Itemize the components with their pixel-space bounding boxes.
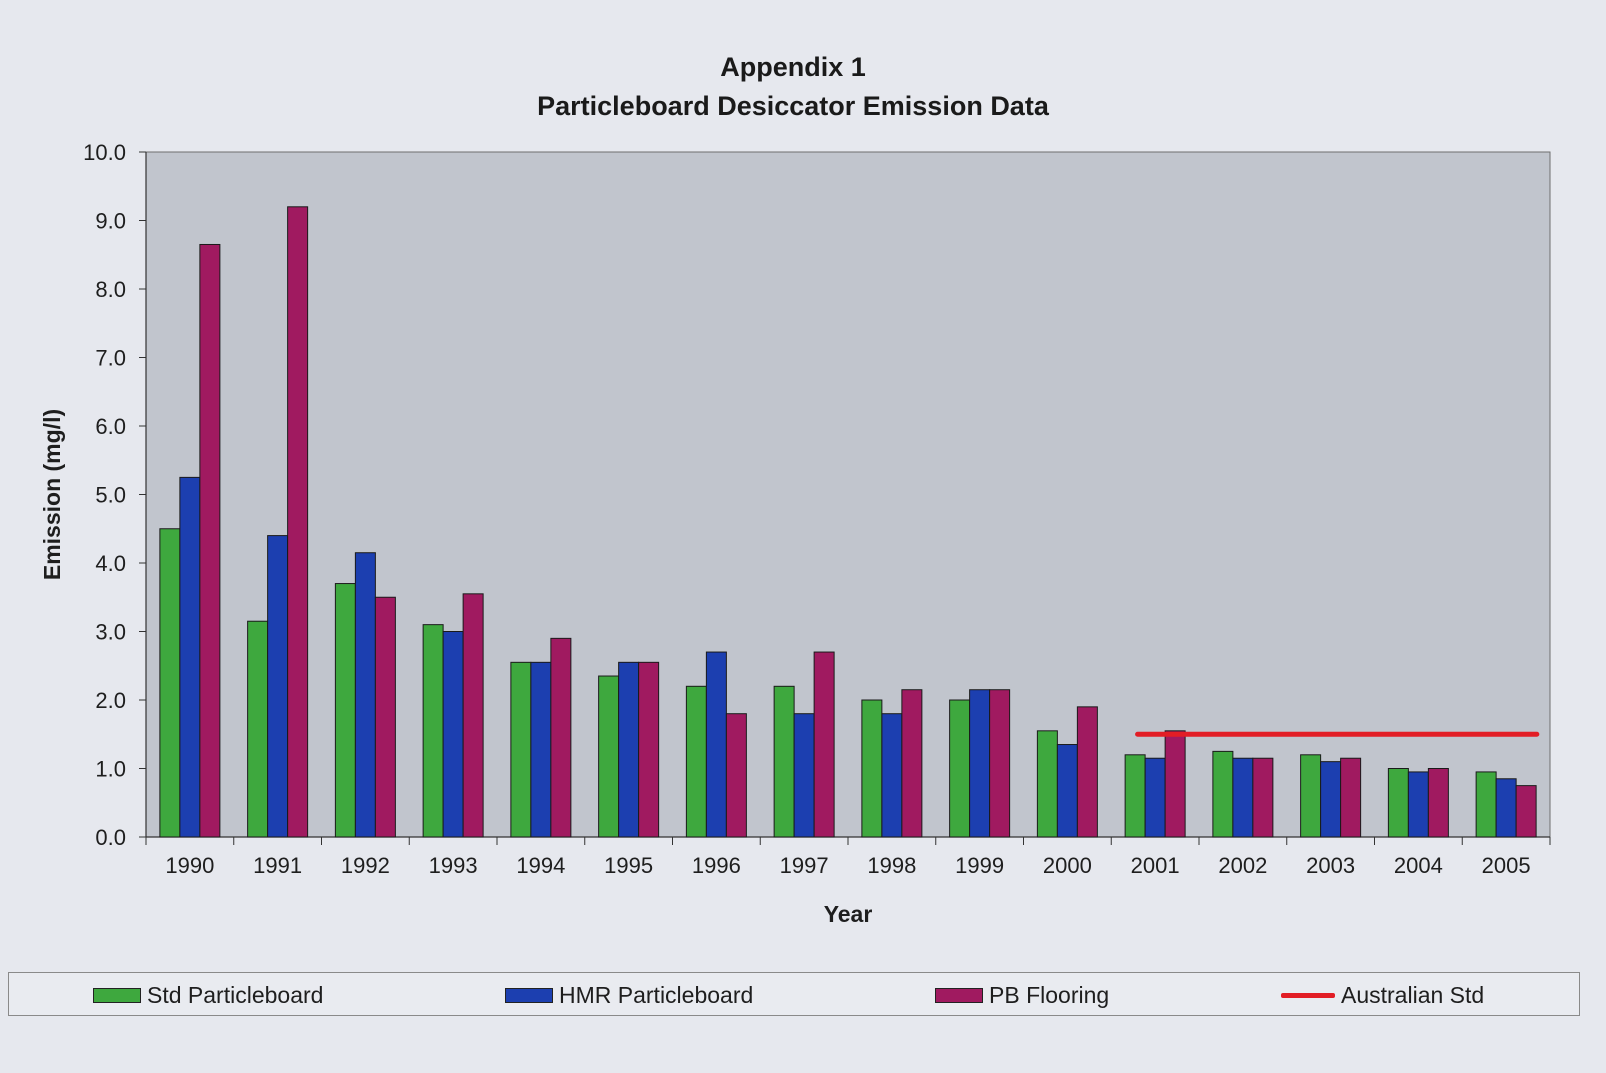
y-tick-label: 1.0 [95,757,126,782]
legend-swatch-pb-flooring [935,987,983,1003]
bar-std-particleboard-1990 [159,528,181,838]
bar-std-particleboard-2002 [1212,750,1234,838]
bar-hmr-particleboard-2002 [1232,757,1254,838]
chart-title: Appendix 1 [720,52,866,82]
legend: Std Particleboard HMR Particleboard PB F… [8,972,1580,1016]
bar-std-particleboard-2000 [1036,730,1058,838]
y-tick-label: 0.0 [95,825,126,850]
y-tick-label: 9.0 [95,209,126,234]
y-tick-label: 7.0 [95,346,126,371]
legend-line-australian-std [1281,992,1335,998]
legend-label-std-particleboard: Std Particleboard [147,981,324,1008]
y-tick-label: 5.0 [95,483,126,508]
bar-std-particleboard-2004 [1387,768,1409,838]
bar-hmr-particleboard-1994 [530,661,552,838]
bar-hmr-particleboard-1991 [267,535,289,838]
x-axis-title: Year [824,901,873,927]
bar-std-particleboard-2001 [1124,754,1146,838]
x-tick-label: 2004 [1394,853,1443,878]
bar-hmr-particleboard-1999 [969,689,991,838]
bar-hmr-particleboard-2001 [1144,757,1166,838]
bar-hmr-particleboard-1995 [618,661,640,838]
legend-item-pb-flooring: PB Flooring [935,982,1109,1008]
bar-pb-flooring-1995 [638,661,660,838]
bar-std-particleboard-1997 [773,685,795,838]
bar-hmr-particleboard-2005 [1495,778,1517,838]
bar-pb-flooring-1992 [374,596,396,838]
x-tick-label: 1995 [604,853,653,878]
x-tick-label: 1991 [253,853,302,878]
x-tick-label: 1999 [955,853,1004,878]
x-tick-label: 2003 [1306,853,1355,878]
bar-hmr-particleboard-1997 [793,713,815,838]
y-tick-label: 3.0 [95,620,126,645]
bar-hmr-particleboard-2000 [1056,744,1078,838]
y-tick-label: 8.0 [95,277,126,302]
bar-std-particleboard-1992 [334,583,356,838]
bar-pb-flooring-2001 [1164,730,1186,838]
legend-item-std-particleboard: Std Particleboard [93,982,323,1008]
legend-item-hmr-particleboard: HMR Particleboard [505,982,753,1008]
bar-std-particleboard-1998 [861,699,883,838]
legend-swatch-hmr-particleboard [505,987,553,1003]
bar-std-particleboard-1994 [510,661,532,838]
bar-hmr-particleboard-1998 [881,713,903,838]
y-tick-label: 4.0 [95,551,126,576]
x-tick-label: 1996 [692,853,741,878]
bar-std-particleboard-2003 [1300,754,1322,838]
legend-label-australian-std: Australian Std [1341,981,1485,1008]
bar-pb-flooring-2000 [1076,706,1098,838]
bar-pb-flooring-1991 [287,206,309,838]
bar-pb-flooring-1993 [462,593,484,838]
x-tick-label: 2000 [1043,853,1092,878]
bar-pb-flooring-2005 [1515,785,1537,838]
x-tick-label: 2001 [1131,853,1180,878]
y-tick-label: 2.0 [95,688,126,713]
bar-hmr-particleboard-1992 [354,552,376,838]
bar-hmr-particleboard-1993 [442,631,464,838]
bar-hmr-particleboard-1996 [705,651,727,838]
legend-item-australian-std: Australian Std [1281,982,1484,1008]
bar-pb-flooring-2003 [1340,757,1362,838]
x-tick-label: 1998 [867,853,916,878]
bar-pb-flooring-1994 [550,637,572,838]
bar-hmr-particleboard-2004 [1407,771,1429,838]
bar-pb-flooring-1997 [813,651,835,838]
bar-std-particleboard-2005 [1475,771,1497,838]
x-tick-label: 1994 [516,853,565,878]
x-tick-label: 1992 [341,853,390,878]
bar-pb-flooring-1998 [901,689,923,838]
bar-pb-flooring-1996 [725,713,747,838]
x-tick-label: 1993 [429,853,478,878]
chart-subtitle: Particleboard Desiccator Emission Data [537,91,1049,121]
x-tick-label: 1997 [780,853,829,878]
legend-label-hmr-particleboard: HMR Particleboard [559,981,754,1008]
x-tick-label: 2002 [1218,853,1267,878]
bar-hmr-particleboard-1990 [179,476,201,838]
bar-std-particleboard-1991 [247,620,269,838]
legend-swatch-std-particleboard [93,987,141,1003]
bar-pb-flooring-2004 [1427,768,1449,838]
bar-std-particleboard-1996 [685,685,707,838]
x-tick-label: 2005 [1482,853,1531,878]
y-tick-label: 6.0 [95,414,126,439]
legend-label-pb-flooring: PB Flooring [989,981,1110,1008]
bar-std-particleboard-1999 [949,699,971,838]
bar-pb-flooring-1990 [199,243,221,838]
bar-hmr-particleboard-2003 [1320,761,1342,838]
bar-pb-flooring-2002 [1252,757,1274,838]
x-tick-label: 1990 [165,853,214,878]
bar-pb-flooring-1999 [989,689,1011,838]
y-tick-label: 10.0 [83,140,126,165]
bar-std-particleboard-1995 [598,675,620,838]
y-axis-title: Emission (mg/l) [39,409,65,580]
bar-std-particleboard-1993 [422,624,444,838]
